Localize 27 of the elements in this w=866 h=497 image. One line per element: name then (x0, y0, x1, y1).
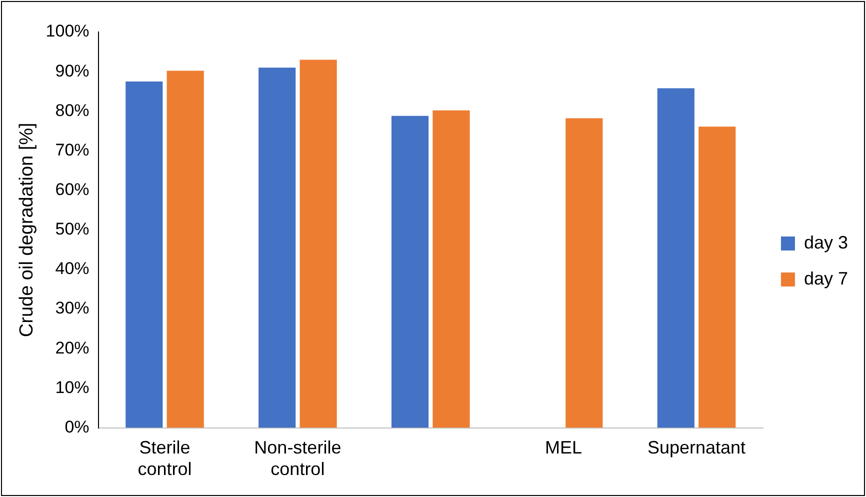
bar (566, 118, 603, 428)
y-tick-label: 0% (64, 417, 90, 436)
legend-label: day 3 (804, 232, 848, 252)
y-tick-label: 80% (55, 100, 90, 120)
bar (300, 60, 337, 428)
y-tick-label: 100% (46, 22, 90, 41)
bar (698, 126, 736, 428)
bar (258, 68, 296, 428)
bar (391, 116, 429, 428)
y-axis-title: Crude oil degradation [%] (16, 122, 38, 338)
x-tick-label: Sterile control (138, 438, 192, 480)
bar (657, 88, 694, 428)
y-tick-label: 40% (55, 259, 90, 278)
y-tick-label: 30% (55, 298, 90, 318)
bar (432, 110, 470, 428)
x-tick-label: Supernatant (647, 438, 746, 458)
x-tick-label: MEL (545, 438, 582, 458)
y-tick-label: 20% (55, 338, 90, 358)
y-tick-label: 50% (55, 220, 90, 239)
legend-label: day 7 (804, 268, 848, 288)
y-tick-label: 90% (55, 61, 90, 80)
bar (126, 81, 163, 428)
y-tick-label: 70% (55, 140, 90, 160)
x-tick-label: Non-sterile control (254, 438, 342, 480)
y-tick-label: 10% (55, 378, 90, 397)
bar (166, 70, 204, 428)
y-tick-label: 60% (55, 180, 90, 200)
